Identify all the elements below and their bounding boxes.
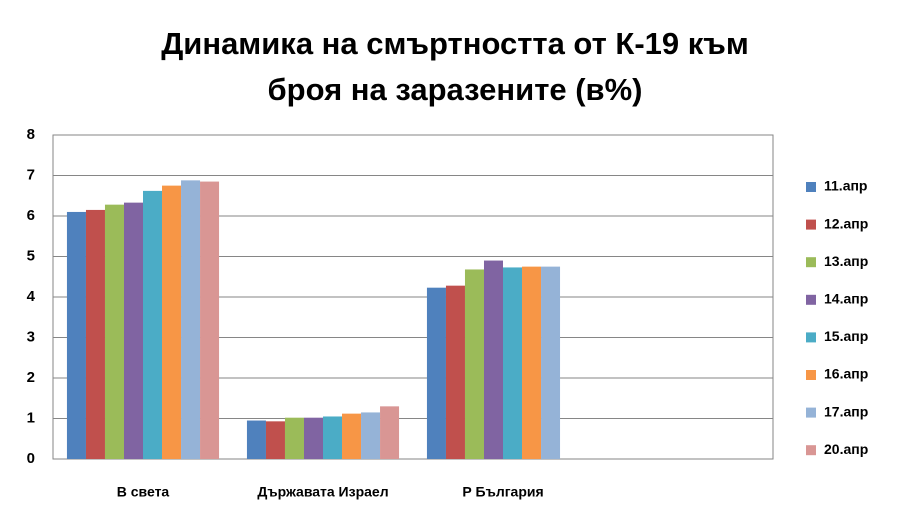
legend-swatch: [806, 294, 816, 305]
y-tick-label: 5: [27, 247, 35, 264]
legend-swatch: [806, 332, 816, 343]
legend-label: 20.апр: [824, 441, 868, 457]
bar: [181, 180, 201, 460]
bar: [162, 185, 182, 459]
legend-label: 17.апр: [824, 403, 868, 419]
legend-label: 15.апр: [824, 328, 868, 344]
bar: [445, 285, 465, 459]
y-tick-label: 4: [27, 288, 36, 305]
y-tick-label: 2: [27, 369, 35, 386]
x-tick-label: В света: [117, 484, 170, 500]
x-tick-label: Р България: [462, 484, 543, 500]
bar: [464, 269, 484, 459]
bar: [483, 260, 503, 459]
bar: [426, 287, 446, 459]
legend-label: 13.апр: [824, 253, 868, 269]
bar: [85, 209, 105, 459]
legend-swatch: [806, 445, 816, 456]
legend-swatch: [806, 257, 816, 268]
bar: [342, 413, 362, 459]
chart-title: Динамика на смъртността от К-19 към: [161, 26, 749, 61]
legend-label: 14.апр: [824, 291, 868, 307]
y-tick-label: 0: [27, 450, 35, 467]
bar: [104, 204, 124, 459]
x-tick-label: Държавата Израел: [257, 484, 388, 500]
bar: [361, 412, 381, 459]
bar: [303, 417, 323, 459]
legend-swatch: [806, 407, 816, 418]
y-tick-label: 6: [27, 207, 35, 224]
bar: [541, 266, 561, 459]
bar: [200, 181, 220, 459]
bar: [522, 266, 542, 459]
bar: [66, 211, 86, 459]
chart-title: броя на заразените (в%): [267, 72, 642, 107]
bar: [284, 417, 304, 459]
legend-swatch: [806, 219, 816, 230]
bar: [143, 190, 163, 459]
legend-label: 11.апр: [824, 178, 867, 194]
legend-swatch: [806, 182, 816, 192]
bar: [265, 421, 285, 459]
y-tick-label: 7: [27, 166, 35, 183]
legend-swatch: [806, 370, 816, 380]
y-tick-label: 8: [27, 126, 35, 143]
bar: [503, 267, 523, 459]
bar: [323, 416, 343, 459]
y-tick-label: 1: [27, 409, 35, 426]
y-tick-label: 3: [27, 328, 35, 345]
plot-frame: [52, 134, 774, 460]
legend-label: 12.апр: [824, 215, 868, 231]
bar: [380, 406, 400, 459]
bar: [123, 202, 143, 459]
bar: [246, 420, 266, 459]
legend-label: 16.апр: [824, 366, 868, 382]
